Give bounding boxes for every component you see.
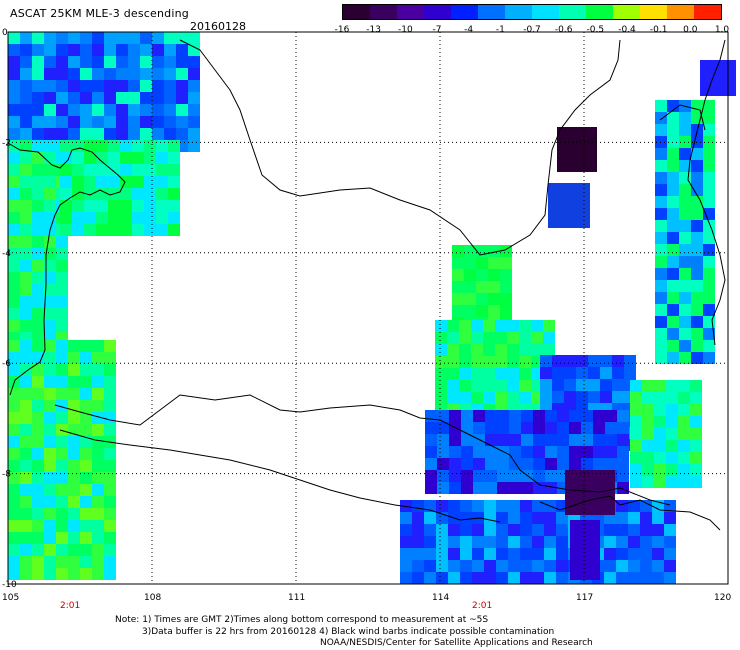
lat-labels: 0 -2 -4 -6 -8 -10 — [2, 28, 17, 590]
colorbar-tick-label: -13 — [366, 25, 382, 35]
grid-lines — [8, 32, 728, 584]
colorbar-swatch — [613, 5, 640, 19]
colorbar-swatch — [370, 5, 397, 19]
colorbar — [342, 4, 722, 20]
colorbar-swatch — [505, 5, 532, 19]
footer-note-2: 3)Data buffer is 22 hrs from 20160128 4)… — [142, 627, 555, 637]
lon-labels: 105 108 111 114 117 120 — [2, 593, 731, 603]
colorbar-tick-label: -0.7 — [523, 25, 541, 35]
colorbar-swatch — [397, 5, 424, 19]
colorbar-tick-label: -10 — [397, 25, 413, 35]
lon-label: 117 — [576, 593, 593, 603]
lon-label: 108 — [144, 593, 161, 603]
colorbar-swatch — [586, 5, 613, 19]
lat-label: -10 — [2, 580, 17, 590]
colorbar-swatch — [343, 5, 370, 19]
colorbar-swatch — [478, 5, 505, 19]
time-labels: 2:01 2:01 — [60, 601, 492, 611]
lon-label: 105 — [2, 593, 19, 603]
lon-label: 120 — [714, 593, 731, 603]
colorbar-tick-label: -0.6 — [554, 25, 573, 35]
lat-label: -8 — [2, 470, 11, 480]
footer-note-3: NOAA/NESDIS/Center for Satellite Applica… — [320, 638, 593, 648]
time-label: 2:01 — [472, 601, 492, 611]
colorbar-swatch — [559, 5, 586, 19]
lat-label: 0 — [2, 28, 8, 38]
colorbar-tick-label: -0.1 — [649, 25, 668, 35]
data-pixels — [8, 32, 736, 584]
colorbar-tick-label: -7 — [432, 25, 442, 35]
colorbar-swatch — [640, 5, 667, 19]
colorbar-swatch — [451, 5, 478, 19]
colorbar-tick-label: -1 — [495, 25, 505, 35]
map-title: ASCAT 25KM MLE-3 descending — [10, 7, 189, 20]
colorbar-tick-label: 1.0 — [714, 25, 730, 35]
lat-label: -2 — [2, 138, 11, 148]
colorbar-tick-label: -16 — [334, 25, 350, 35]
colorbar-swatch — [532, 5, 559, 19]
footer-note-1: Note: 1) Times are GMT 2)Times along bot… — [115, 615, 489, 625]
time-label: 2:01 — [60, 601, 80, 611]
lat-label: -6 — [2, 359, 11, 369]
lon-label: 114 — [432, 593, 449, 603]
lat-label: -4 — [2, 249, 11, 259]
colorbar-ticks: -16 -13 -10 -7 -4 -1 -0.7 -0.6 -0.5 -0.4 -0.1 0.0 1.… — [335, 25, 730, 37]
colorbar-tick-label: -0.4 — [618, 25, 636, 35]
map-date: 20160128 — [190, 20, 246, 33]
colorbar-tick-label: -4 — [464, 25, 474, 35]
colorbar-swatch — [424, 5, 451, 19]
coastline — [7, 39, 726, 531]
colorbar-tick-label: 0.0 — [683, 25, 698, 35]
colorbar-swatch — [667, 5, 694, 19]
colorbar-swatch — [694, 5, 721, 19]
colorbar-tick-label: -0.5 — [586, 25, 605, 35]
lon-label: 111 — [288, 593, 305, 603]
plot-frame — [7, 31, 729, 585]
